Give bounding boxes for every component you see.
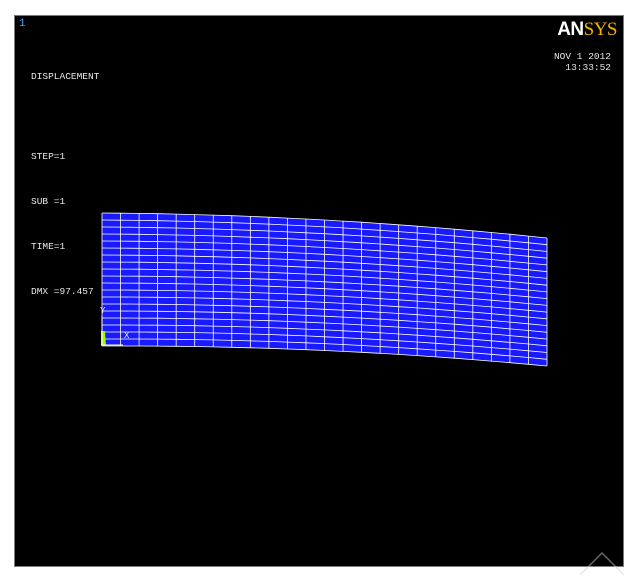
plot-title: DISPLACEMENT <box>31 71 100 82</box>
graphics-viewport[interactable]: 1 ANSYS DISPLACEMENT STEP=1 SUB =1 TIME=… <box>14 15 624 567</box>
triad-x-label: X <box>124 331 130 341</box>
ansys-logo: ANSYS <box>557 19 617 41</box>
watermark-mark <box>579 551 625 576</box>
dmx-label: DMX =97.457 <box>31 286 94 297</box>
logo-sys: SYS <box>583 19 618 40</box>
time-label-right: 13:33:52 <box>565 62 611 73</box>
substep-label: SUB =1 <box>31 196 66 207</box>
mesh-elements <box>101 212 548 367</box>
coordinate-triad <box>101 316 123 346</box>
time-label: TIME=1 <box>31 241 66 252</box>
timestamp-block: NOV 1 2012 13:33:52 <box>554 51 611 73</box>
deformed-mesh-plot[interactable] <box>15 16 623 566</box>
step-label: STEP=1 <box>31 151 66 162</box>
window-number: 1 <box>19 18 26 30</box>
triad-y-label: Y <box>100 306 106 316</box>
date-label: NOV 1 2012 <box>553 51 611 62</box>
logo-an: AN <box>557 19 584 40</box>
plot-info-block: DISPLACEMENT STEP=1 SUB =1 TIME=1 DMX =9… <box>31 39 99 329</box>
